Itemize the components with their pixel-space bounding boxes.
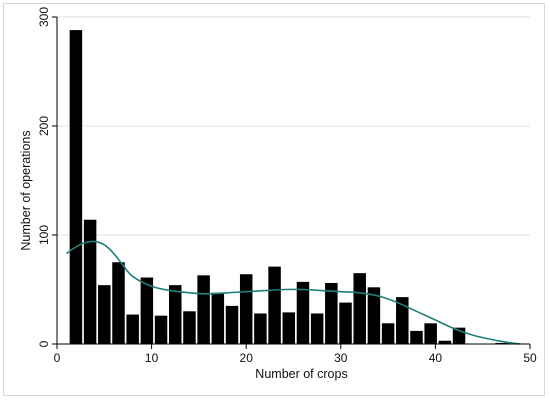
y-axis-title: Number of operations <box>19 130 33 250</box>
bar <box>410 330 423 344</box>
x-tick-labels: 0 10 20 30 40 50 <box>54 344 537 365</box>
x-tick-label: 30 <box>334 351 348 365</box>
y-tick-label: 300 <box>37 7 51 27</box>
y-tick-labels: 0 100 200 300 <box>37 7 57 347</box>
density-curve <box>66 240 521 345</box>
density-curve-group <box>66 240 521 345</box>
bar <box>140 277 154 344</box>
bar <box>211 292 225 344</box>
bar <box>197 275 210 344</box>
x-axis-title: Number of crops <box>255 367 347 381</box>
bar <box>438 340 452 344</box>
bar <box>381 323 395 344</box>
x-tick-label: 0 <box>54 351 61 365</box>
bar <box>239 274 253 344</box>
bar <box>154 315 168 344</box>
bar <box>367 287 381 344</box>
bar <box>69 30 83 345</box>
y-tick-label: 0 <box>37 340 51 347</box>
y-tick-label: 200 <box>37 116 51 136</box>
bar <box>183 311 196 344</box>
bar <box>339 302 352 344</box>
bar <box>268 266 281 344</box>
bar <box>254 313 267 344</box>
bar <box>282 312 296 344</box>
bar <box>396 297 409 344</box>
axes <box>56 17 530 345</box>
bar <box>310 313 324 344</box>
x-tick-label: 20 <box>240 351 254 365</box>
x-tick-label: 40 <box>429 351 443 365</box>
bar <box>83 219 97 344</box>
bar <box>353 273 366 344</box>
bar <box>225 305 239 344</box>
bar <box>98 285 111 344</box>
bar <box>126 314 139 344</box>
bars <box>69 30 508 345</box>
bar <box>169 285 182 344</box>
y-tick-label: 100 <box>37 225 51 245</box>
grid-lines <box>57 16 530 236</box>
bar <box>325 282 338 344</box>
bar <box>112 262 125 344</box>
x-tick-label: 50 <box>523 351 537 365</box>
bar <box>495 342 508 344</box>
bar <box>296 281 310 344</box>
bar <box>424 323 437 344</box>
x-tick-label: 10 <box>145 351 159 365</box>
